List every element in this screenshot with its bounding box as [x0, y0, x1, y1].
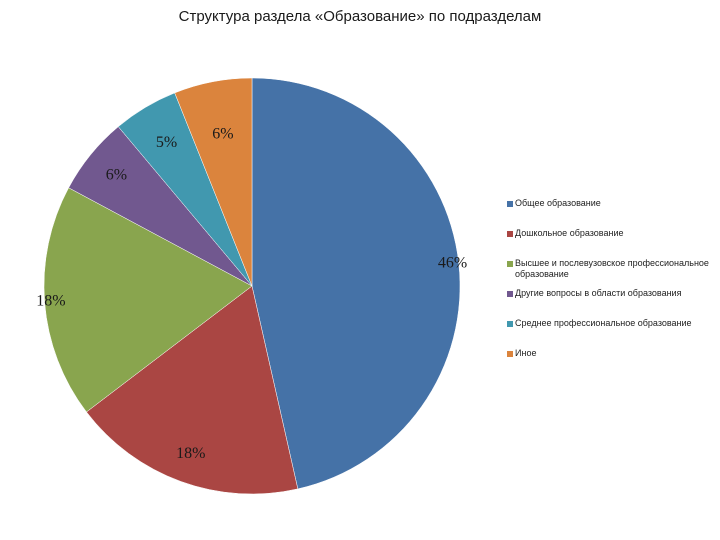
legend-label: Иное: [515, 348, 537, 358]
legend-swatch: [507, 201, 513, 207]
legend-label: Среднее профессиональное образование: [515, 318, 692, 328]
legend-swatch: [507, 261, 513, 267]
legend-item: Общее образование: [507, 198, 712, 228]
legend-swatch: [507, 231, 513, 237]
chart-title: Структура раздела «Образование» по подра…: [178, 8, 542, 25]
pie-slice: [174, 77, 253, 287]
legend-item: Среднее профессиональное образование: [507, 318, 712, 348]
pie-slice: [43, 187, 253, 413]
legend-label: Общее образование: [515, 198, 601, 208]
legend-swatch: [507, 321, 513, 327]
legend-item: Иное: [507, 348, 712, 378]
pie-slice: [86, 285, 299, 495]
legend-swatch: [507, 351, 513, 357]
legend-swatch: [507, 291, 513, 297]
legend-item: Дошкольное образование: [507, 228, 712, 258]
legend-item: Другие вопросы в области образования: [507, 288, 712, 318]
legend-label: Дошкольное образование: [515, 228, 624, 238]
slice-data-label: 18%: [36, 293, 65, 310]
legend-label: Высшее и послевузовское профессиональное…: [515, 258, 709, 279]
slice-data-label: 5%: [156, 134, 177, 151]
slice-data-label: 46%: [438, 254, 467, 271]
legend-label: Другие вопросы в области образования: [515, 288, 682, 298]
slice-data-label: 6%: [212, 126, 233, 143]
slice-data-label: 18%: [176, 445, 205, 462]
pie-slice: [251, 77, 461, 490]
slice-data-label: 6%: [106, 166, 127, 183]
legend: Общее образование Дошкольное образование В…: [507, 198, 712, 378]
legend-item: Высшее и послевузовское профессиональное…: [507, 258, 712, 288]
